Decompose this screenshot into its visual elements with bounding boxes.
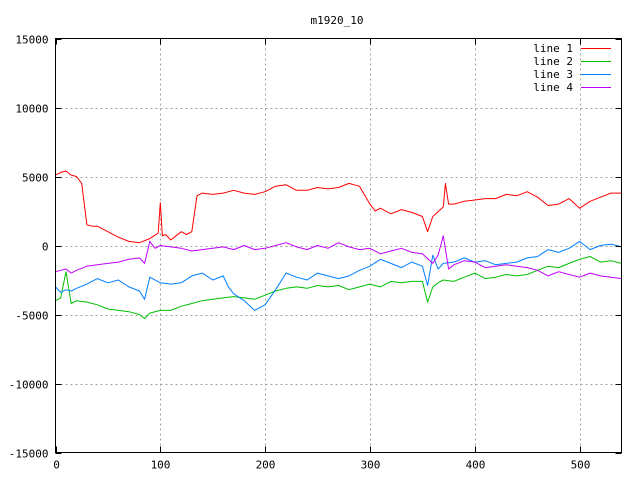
y-tick-label: 5000 [22,172,49,185]
plot-frame [55,38,622,453]
legend-label: line 3 [533,68,573,81]
legend-label: line 2 [533,55,573,68]
series-line-1 [55,170,622,244]
x-tick-label: 0 [53,459,60,472]
series-line-4 [55,235,622,280]
y-tick-label: 0 [42,241,49,254]
y-tick-label: -15000 [9,448,49,461]
y-tick-label: -5000 [15,310,48,323]
series-line-2 [55,256,622,320]
legend-label: line 1 [533,42,573,55]
x-tick-label: 500 [571,459,591,472]
chart-title: m1920_10 [311,14,364,27]
grid [55,38,622,453]
y-tick-label: 10000 [15,103,48,116]
y-tick-label: 15000 [15,34,48,47]
series-line-3 [55,240,622,311]
x-tick-label: 200 [256,459,276,472]
legend-label: line 4 [533,81,573,94]
axis-ticks: 0 100 200 300 400 500 -15000 -10000 -5000 0 5000 10… [9,34,622,472]
x-tick-label: 100 [151,459,171,472]
y-tick-label: -10000 [9,379,49,392]
series-group [55,170,622,320]
x-tick-label: 300 [361,459,381,472]
x-tick-label: 400 [466,459,486,472]
